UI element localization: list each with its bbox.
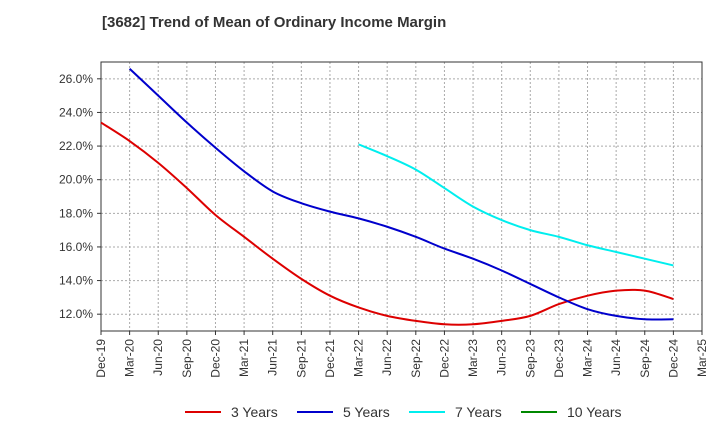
chart-canvas: 12.0% 14.0% 16.0% 18.0% 20.0% 22.0% 24.0% 26.0%… [59,61,709,378]
x-tick-label: Jun-21 [266,339,280,376]
legend-label: 7 Years [455,404,502,420]
y-tick-label: 24.0% [59,105,93,119]
legend-swatch [409,411,445,413]
legend-item-7-years: 7 Years [409,404,502,420]
x-tick-label: Sep-22 [409,339,423,378]
x-tick-label: Dec-23 [552,339,566,378]
legend-item-10-years: 10 Years [521,404,622,420]
legend-label: 10 Years [567,404,622,420]
x-tick-label: Dec-22 [437,339,451,378]
chart-title: [3682] Trend of Mean of Ordinary Income … [102,14,447,31]
series-line-5-years [128,67,674,321]
x-tick-label: Jun-22 [380,339,394,376]
x-tick-label: Dec-20 [208,339,222,378]
x-tick-label: Sep-21 [294,339,308,378]
x-tick-label: Dec-24 [666,339,680,378]
grid-lines [101,62,702,331]
legend-item-3-years: 3 Years [185,404,278,420]
legend-item-5-years: 5 Years [297,404,390,420]
x-tick-label: Jun-24 [609,339,623,376]
x-tick-label: Mar-22 [352,339,366,377]
y-tick-label: 12.0% [59,307,93,321]
series-lines [100,67,674,326]
x-tick-label: Sep-24 [638,339,652,378]
plot-background [101,62,702,331]
y-tick-label: 18.0% [59,206,93,220]
legend-label: 3 Years [231,404,278,420]
x-axis: Dec-19 Mar-20 Jun-20 Sep-20 Dec-20 Mar-21 Jun-… [94,331,709,378]
legend: 3 Years 5 Years 7 Years 10 Years [0,404,720,426]
y-tick-label: 14.0% [59,274,93,288]
x-tick-label: Mar-24 [581,339,595,377]
series-line-7-years [358,143,674,267]
x-tick-label: Mar-21 [237,339,251,377]
x-tick-label: Jun-23 [495,339,509,376]
plot-border [100,61,703,332]
legend-swatch [521,411,557,413]
x-tick-label: Jun-20 [151,339,165,376]
x-tick-label: Dec-21 [323,339,337,378]
x-tick-label: Sep-20 [180,339,194,378]
y-tick-label: 16.0% [59,240,93,254]
x-tick-label: Dec-19 [94,339,108,378]
legend-swatch [185,411,221,413]
x-tick-label: Mar-25 [695,339,709,377]
y-axis: 12.0% 14.0% 16.0% 18.0% 20.0% 22.0% 24.0% 26.0% [59,72,101,321]
y-tick-label: 20.0% [59,173,93,187]
x-tick-label: Mar-23 [466,339,480,377]
x-tick-label: Sep-23 [523,339,537,378]
x-tick-label: Mar-20 [123,339,137,377]
series-line-3-years [100,121,674,326]
y-tick-label: 26.0% [59,72,93,86]
y-tick-label: 22.0% [59,139,93,153]
legend-swatch [297,411,333,413]
legend-label: 5 Years [343,404,390,420]
